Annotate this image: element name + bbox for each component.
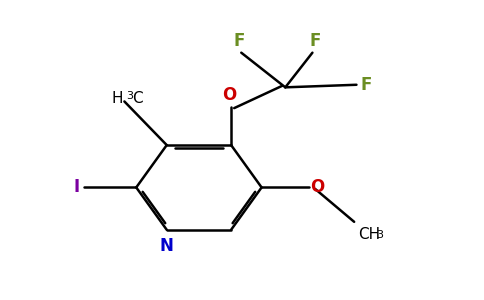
Text: F: F <box>233 32 244 50</box>
Text: O: O <box>223 85 237 103</box>
Text: O: O <box>311 178 325 196</box>
Text: F: F <box>360 76 372 94</box>
Text: I: I <box>74 178 80 196</box>
Text: F: F <box>309 32 320 50</box>
Text: H: H <box>111 91 123 106</box>
Text: C: C <box>132 91 143 106</box>
Text: 3: 3 <box>126 91 133 101</box>
Text: 3: 3 <box>377 230 383 239</box>
Text: CH: CH <box>358 227 380 242</box>
Text: N: N <box>159 237 173 255</box>
